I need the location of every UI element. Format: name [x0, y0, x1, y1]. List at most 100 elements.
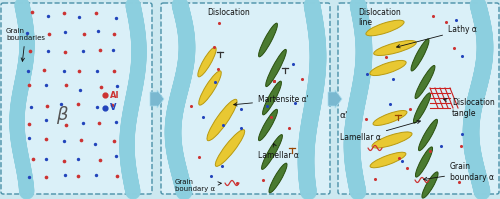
- Ellipse shape: [207, 99, 237, 141]
- Point: [218, 165, 226, 168]
- Point: [45, 32, 53, 35]
- Point: [112, 16, 120, 19]
- Text: Lamellar α: Lamellar α: [340, 120, 420, 142]
- Point: [395, 156, 403, 159]
- Point: [210, 45, 218, 49]
- Point: [28, 11, 36, 14]
- Ellipse shape: [373, 110, 407, 125]
- Ellipse shape: [262, 135, 282, 169]
- Point: [452, 19, 460, 22]
- Point: [62, 123, 70, 126]
- Ellipse shape: [374, 41, 416, 56]
- Point: [29, 157, 37, 160]
- Point: [382, 56, 390, 59]
- Point: [96, 159, 104, 162]
- Ellipse shape: [216, 130, 244, 166]
- Point: [80, 33, 88, 36]
- Point: [216, 21, 224, 24]
- Point: [93, 105, 101, 108]
- Ellipse shape: [370, 152, 406, 168]
- Point: [362, 117, 370, 120]
- Point: [101, 106, 109, 110]
- Point: [456, 180, 464, 183]
- Point: [43, 104, 51, 107]
- Point: [96, 48, 104, 52]
- Ellipse shape: [366, 20, 404, 36]
- Point: [61, 173, 69, 177]
- Text: $\beta$: $\beta$: [56, 104, 68, 126]
- Point: [26, 49, 34, 52]
- Ellipse shape: [258, 109, 278, 141]
- Point: [113, 84, 121, 87]
- Point: [289, 62, 297, 65]
- Point: [40, 68, 48, 71]
- Point: [110, 139, 118, 142]
- Point: [232, 181, 240, 184]
- Point: [404, 167, 411, 170]
- Point: [290, 101, 298, 104]
- Point: [42, 119, 50, 122]
- Text: Martensite α': Martensite α': [234, 96, 309, 106]
- Point: [207, 174, 215, 178]
- Point: [92, 174, 100, 177]
- Point: [114, 175, 122, 178]
- Point: [389, 77, 397, 81]
- Ellipse shape: [415, 65, 435, 99]
- Point: [406, 107, 414, 110]
- Text: Al: Al: [110, 91, 120, 100]
- Point: [76, 88, 84, 91]
- Point: [298, 77, 306, 80]
- Point: [458, 55, 466, 58]
- Point: [57, 102, 65, 106]
- Point: [112, 120, 120, 123]
- Point: [92, 11, 100, 14]
- Text: Lathy α: Lathy α: [396, 25, 477, 48]
- Point: [199, 116, 207, 119]
- Point: [97, 85, 105, 88]
- Point: [26, 106, 34, 109]
- Point: [94, 29, 102, 32]
- Ellipse shape: [372, 132, 412, 148]
- Text: Dislocation
line: Dislocation line: [358, 8, 401, 27]
- Point: [262, 104, 270, 107]
- Point: [23, 31, 31, 35]
- Point: [108, 48, 116, 51]
- Point: [77, 138, 85, 141]
- Point: [42, 176, 50, 179]
- Point: [74, 175, 82, 178]
- Point: [92, 142, 100, 145]
- Point: [25, 83, 33, 87]
- Point: [110, 70, 118, 73]
- Point: [220, 124, 228, 127]
- Ellipse shape: [370, 60, 406, 76]
- Ellipse shape: [198, 47, 216, 77]
- FancyArrow shape: [328, 90, 342, 108]
- Point: [108, 103, 116, 106]
- Ellipse shape: [198, 71, 222, 105]
- Point: [428, 15, 436, 18]
- Point: [24, 69, 32, 73]
- Point: [214, 67, 222, 70]
- Point: [60, 140, 68, 143]
- Point: [110, 32, 118, 36]
- Point: [25, 122, 33, 125]
- Ellipse shape: [422, 172, 438, 198]
- Point: [60, 160, 68, 163]
- Text: Dislocation
tangle: Dislocation tangle: [444, 98, 495, 118]
- Point: [42, 158, 50, 161]
- Point: [267, 116, 275, 119]
- Point: [186, 104, 194, 107]
- Point: [44, 15, 52, 18]
- Text: V: V: [110, 103, 116, 112]
- Point: [458, 132, 466, 136]
- Ellipse shape: [258, 23, 278, 57]
- Point: [25, 176, 33, 179]
- Point: [237, 107, 245, 110]
- Point: [44, 50, 52, 53]
- Point: [93, 69, 101, 72]
- Ellipse shape: [266, 49, 286, 87]
- Ellipse shape: [262, 81, 281, 115]
- Point: [112, 155, 120, 158]
- Point: [212, 81, 220, 84]
- Point: [42, 83, 50, 86]
